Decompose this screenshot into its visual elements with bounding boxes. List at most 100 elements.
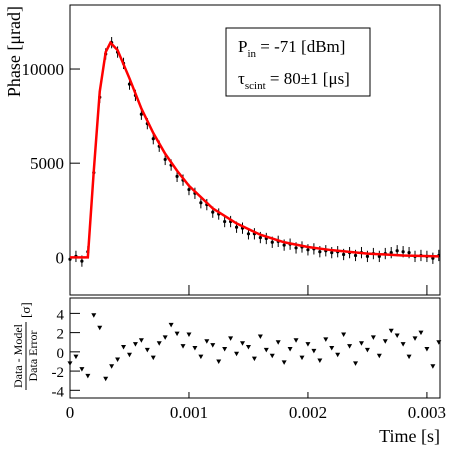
y-tick-label: 10000	[22, 60, 65, 79]
legend-entry: Pin = -71 [dBm]	[238, 37, 345, 60]
x-axis-title: Time [s]	[379, 426, 440, 446]
data-point	[186, 332, 192, 338]
data-point	[222, 346, 228, 352]
data-point	[234, 225, 239, 229]
data-point	[97, 325, 103, 331]
data-point	[281, 360, 287, 365]
data-point	[174, 331, 180, 337]
data-point	[168, 322, 174, 328]
x-tick-label: 0.001	[170, 403, 208, 422]
data-point	[347, 344, 353, 349]
y-tick-label: 4	[57, 307, 65, 323]
data-point	[353, 361, 359, 366]
data-point	[192, 346, 198, 351]
data-point	[406, 354, 412, 360]
y-axis-title: Data - Model Data Error [σ]	[11, 302, 40, 390]
data-point	[216, 359, 222, 364]
legend-subscript: scint	[245, 80, 266, 92]
data-point	[418, 330, 424, 336]
plot-frame	[69, 297, 441, 399]
data-point	[138, 338, 144, 343]
data-point	[407, 251, 411, 255]
data-point	[299, 355, 305, 361]
data-point	[430, 364, 436, 369]
y-tick-label: -4	[52, 384, 65, 400]
y-tick-label: 5000	[30, 154, 64, 173]
data-point	[199, 201, 203, 205]
data-point	[400, 342, 406, 347]
data-point	[91, 313, 97, 318]
data-point	[342, 252, 346, 257]
y-title-denominator: Data Error	[26, 331, 40, 382]
legend-symbol: P	[238, 37, 247, 56]
data-point	[245, 345, 251, 350]
data-point	[187, 187, 191, 192]
data-point	[223, 219, 227, 224]
data-point	[85, 373, 91, 379]
data-point	[388, 328, 394, 334]
data-point	[246, 232, 251, 236]
data-point	[67, 361, 73, 366]
data-point	[150, 355, 156, 361]
data-point	[180, 344, 186, 349]
y-tick-label: 0	[56, 248, 65, 267]
data-point	[311, 348, 317, 354]
data-point	[358, 341, 364, 346]
y-title-numerator: Data - Model	[11, 323, 25, 388]
data-point	[335, 352, 341, 358]
data-point	[175, 174, 179, 178]
data-point	[257, 334, 263, 339]
data-point	[282, 243, 286, 247]
data-point	[139, 112, 143, 116]
data-point	[263, 347, 269, 353]
data-point	[401, 250, 405, 254]
data-point	[79, 367, 85, 372]
data-point	[389, 251, 393, 255]
data-point	[318, 250, 322, 254]
plot-frame	[69, 4, 441, 296]
data-point	[269, 353, 275, 359]
data-point	[275, 340, 281, 345]
data-point	[330, 251, 334, 255]
data-point	[436, 340, 442, 345]
data-point	[156, 341, 162, 346]
fit-curve	[70, 40, 439, 259]
data-point	[204, 339, 210, 344]
data-point	[258, 235, 262, 240]
data-point	[412, 336, 418, 341]
data-point	[234, 351, 240, 357]
data-point	[126, 352, 132, 358]
data-point	[109, 364, 115, 369]
x-tick-label: 0.002	[289, 403, 327, 422]
y-tick-label: 0	[57, 346, 65, 362]
data-point	[353, 253, 358, 258]
data-point	[424, 346, 430, 352]
legend-symbol: τ	[238, 69, 245, 88]
data-point	[115, 357, 121, 363]
data-point	[163, 157, 167, 162]
data-point	[294, 246, 298, 250]
data-point	[162, 335, 168, 340]
data-point	[305, 342, 311, 347]
legend-subscript: in	[247, 48, 256, 60]
data-point	[370, 335, 376, 340]
data-point	[240, 341, 246, 346]
y-title-unit: [σ]	[18, 302, 33, 318]
x-tick-label: 0.003	[408, 403, 446, 422]
data-point	[121, 345, 127, 350]
y-tick-label: -2	[52, 365, 65, 381]
data-point	[144, 347, 150, 353]
data-point	[211, 210, 215, 214]
data-point	[73, 354, 79, 360]
data-point	[132, 342, 138, 347]
x-tick-label: 0	[66, 403, 75, 422]
data-point	[228, 336, 234, 341]
data-point	[329, 346, 335, 351]
data-point	[270, 240, 274, 244]
data-point	[395, 249, 399, 253]
data-point	[382, 339, 388, 344]
data-point	[377, 254, 381, 258]
data-point	[251, 356, 257, 362]
y-tick-label: 2	[57, 327, 65, 343]
